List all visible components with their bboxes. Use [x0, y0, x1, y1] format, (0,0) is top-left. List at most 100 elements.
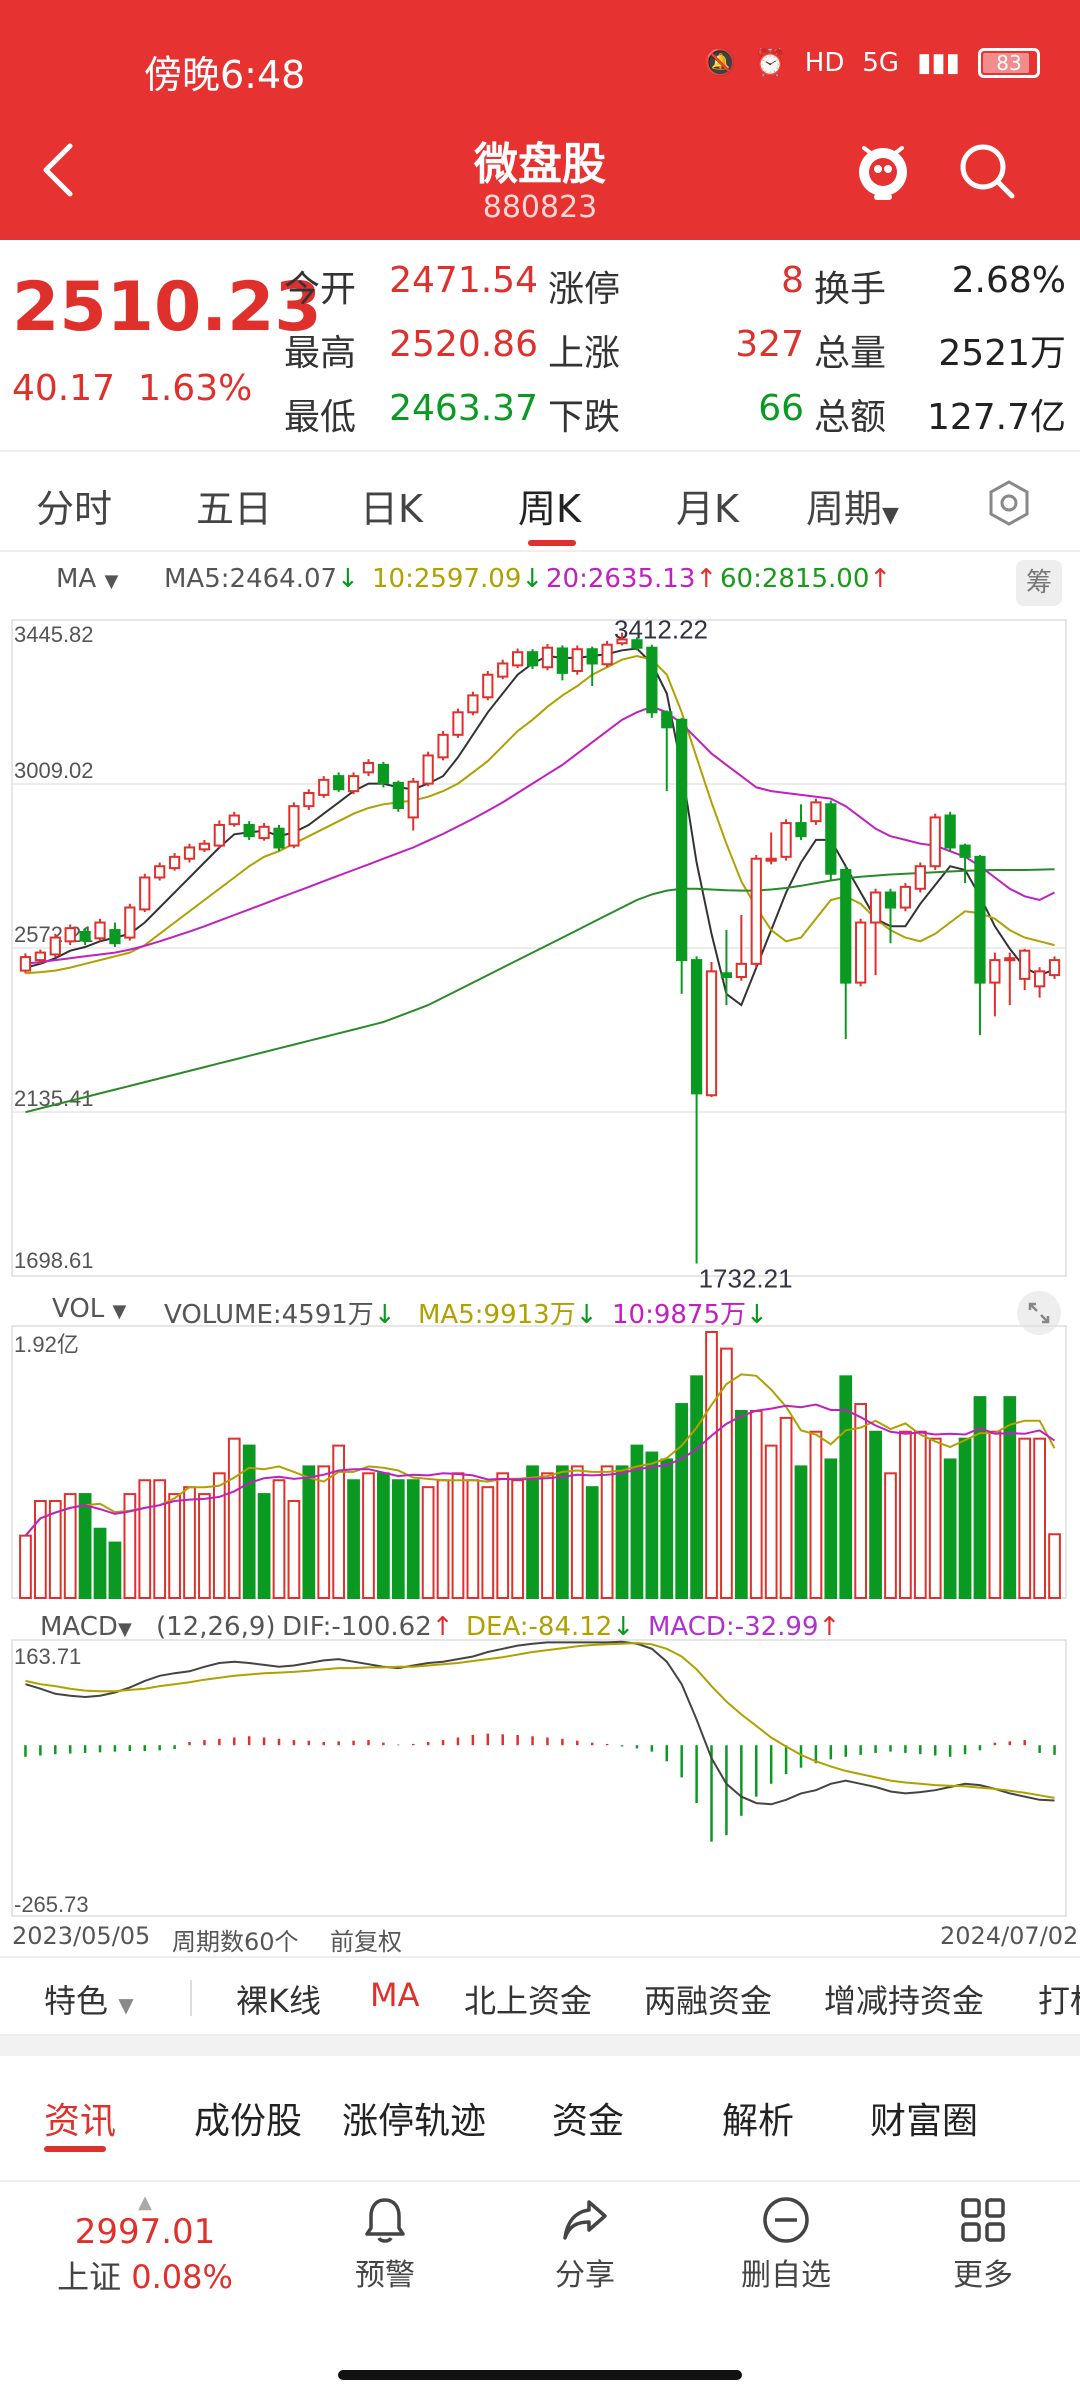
candle-body — [840, 868, 852, 984]
candle-body — [482, 673, 494, 699]
tab-ma[interactable]: MA — [370, 1976, 420, 2014]
tab-funds[interactable]: 资金 — [552, 2101, 625, 2142]
tab-intraday[interactable]: 分时 — [36, 487, 113, 531]
battery-icon: 83 — [978, 48, 1040, 78]
volume-bar — [764, 1444, 778, 1600]
candle — [64, 924, 76, 946]
volume-bar — [570, 1465, 584, 1600]
volume-bar — [332, 1444, 346, 1600]
candle-body — [884, 891, 897, 909]
tab-weekly-k[interactable]: 周K — [518, 487, 581, 531]
status-time: 傍晚6:48 — [144, 53, 306, 97]
candle — [929, 813, 941, 870]
index-ticker[interactable]: ▲ 2997.01 上证 0.08% — [40, 2194, 250, 2298]
candle-body — [318, 778, 330, 796]
volume-bar — [347, 1479, 360, 1599]
volume-label: 总量 — [814, 333, 887, 374]
change-pct: 1.63% — [137, 368, 253, 409]
tab-constituents[interactable]: 成份股 — [194, 2101, 303, 2142]
alert-button[interactable]: 预警 — [320, 2194, 450, 2294]
candle-body — [333, 775, 345, 791]
tab-limit-up-track[interactable]: 涨停轨迹 — [342, 2101, 487, 2142]
limit-up-label: 涨停 — [548, 269, 621, 310]
volume-bar — [556, 1465, 569, 1600]
candle-body — [124, 906, 136, 939]
candle — [437, 731, 449, 761]
tab-monthly-k[interactable]: 月K — [676, 487, 739, 531]
tab-tagging[interactable]: 打标 — [1038, 1982, 1080, 2020]
tab-holding-change-funds[interactable]: 增减持资金 — [824, 1982, 985, 2020]
candle-body — [914, 865, 926, 890]
tab-wealth-circle[interactable]: 财富圈 — [870, 2101, 979, 2142]
candle-body — [437, 733, 449, 759]
settings-hexagon-icon[interactable] — [984, 478, 1034, 528]
candle — [571, 645, 583, 675]
tab-period-dropdown[interactable]: 周期▼ — [806, 478, 899, 533]
candle-body — [676, 718, 688, 962]
volume-bar — [854, 1403, 868, 1600]
tab-news[interactable]: 资讯 — [44, 2101, 117, 2142]
candle-body — [407, 780, 419, 819]
tab-daily-k[interactable]: 日K — [360, 487, 423, 531]
candle-body — [362, 761, 375, 774]
remove-watchlist-button[interactable]: 删自选 — [716, 2194, 856, 2294]
candle-body — [601, 643, 613, 666]
index-name: 上证 — [57, 2258, 122, 2296]
volume-bar — [48, 1500, 62, 1599]
chip-distribution-button[interactable]: 筹 — [1016, 560, 1062, 606]
adjust-mode: 前复权 — [330, 1928, 402, 1956]
candle — [154, 862, 166, 881]
price-axis-label: 3009.02 — [14, 758, 94, 783]
tab-margin-funds[interactable]: 两融资金 — [644, 1982, 773, 2020]
volume-bar — [958, 1437, 972, 1599]
volume-bar — [19, 1534, 32, 1599]
candle — [467, 691, 479, 716]
kline-chart[interactable]: 3445.823009.022572.212135.411698.613412.… — [0, 600, 1080, 1956]
candle — [34, 949, 46, 964]
share-button[interactable]: 分享 — [520, 2194, 650, 2294]
volume-bar — [421, 1486, 435, 1600]
macd-top-label: 163.71 — [14, 1644, 81, 1669]
candle — [705, 961, 718, 1098]
candle-body — [243, 823, 255, 838]
candle — [258, 823, 270, 841]
volume-bar — [257, 1493, 271, 1599]
more-button[interactable]: 更多 — [918, 2194, 1048, 2294]
macd-selector[interactable]: MACD▼ — [40, 1612, 132, 1642]
candle — [914, 862, 926, 893]
candle — [720, 930, 733, 1006]
volume-bar — [660, 1458, 674, 1599]
volume-bar — [242, 1444, 256, 1600]
tab-naked-k[interactable]: 裸K线 — [236, 1982, 321, 2020]
candle — [526, 649, 539, 670]
macd-dea-line — [25, 1641, 1055, 1799]
assistant-robot-icon[interactable] — [850, 138, 916, 204]
tab-feature[interactable]: 特色 ▼ — [44, 1982, 134, 2020]
candle — [19, 953, 32, 974]
tab-five-day[interactable]: 五日 — [196, 487, 273, 531]
ma-selector[interactable]: MA ▼ — [56, 564, 119, 594]
candle — [541, 643, 554, 671]
limit-up-value: 8 — [781, 260, 804, 301]
candle-body — [780, 822, 792, 858]
ma-line-ma60 — [25, 868, 1055, 1114]
search-icon[interactable] — [956, 140, 1018, 202]
volume-bar — [913, 1430, 927, 1599]
back-button[interactable] — [36, 140, 80, 200]
volume-bar — [377, 1472, 390, 1599]
volume-bar — [541, 1472, 554, 1599]
tab-northbound-funds[interactable]: 北上资金 — [464, 1982, 593, 2020]
expand-icon[interactable] — [1016, 1290, 1062, 1336]
candle-body — [64, 927, 76, 943]
volume-bar — [734, 1409, 748, 1599]
candle — [452, 708, 464, 738]
vol-selector[interactable]: VOL ▼ — [52, 1294, 127, 1324]
candle — [407, 777, 419, 831]
tab-analysis[interactable]: 解析 — [722, 2101, 795, 2142]
volume-value: 2521万 — [938, 333, 1066, 374]
candle — [482, 670, 494, 701]
volume-bar — [630, 1444, 644, 1600]
candle — [94, 918, 106, 942]
volume-bar — [227, 1437, 241, 1599]
candle — [318, 776, 330, 798]
